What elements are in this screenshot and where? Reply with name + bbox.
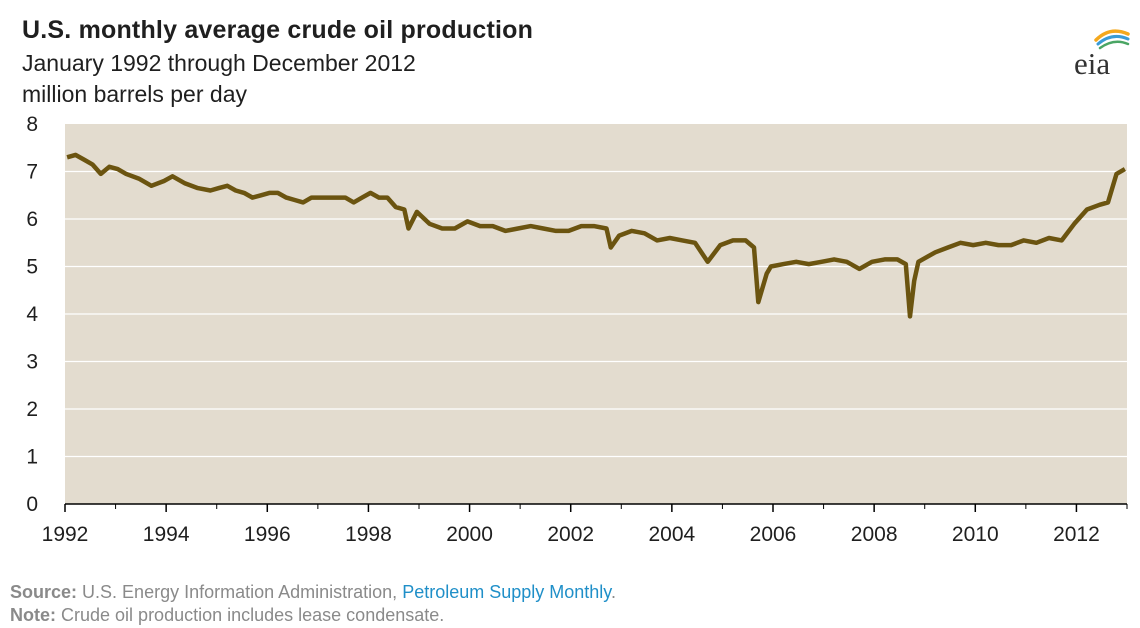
eia-logo-text: eia: [1074, 46, 1110, 80]
y-tick-label: 2: [26, 398, 38, 421]
y-tick-label: 8: [26, 113, 38, 136]
eia-logo: eia: [1066, 24, 1130, 81]
x-tick-label: 2000: [446, 523, 493, 546]
y-tick-label: 7: [26, 161, 38, 184]
x-tick-label: 2004: [648, 523, 695, 546]
x-tick-label: 2006: [750, 523, 797, 546]
chart-subtitle: January 1992 through December 2012: [22, 50, 416, 76]
source-link[interactable]: Petroleum Supply Monthly: [402, 582, 611, 602]
eia-swoosh-orange: [1094, 29, 1130, 42]
eia-swoosh-green: [1098, 40, 1130, 50]
y-tick-label: 4: [26, 303, 38, 326]
x-tick-label: 1998: [345, 523, 392, 546]
y-tick-label: 0: [26, 493, 38, 516]
note: Note: Crude oil production includes leas…: [10, 605, 444, 626]
chart-title: U.S. monthly average crude oil productio…: [22, 16, 534, 44]
source-end: .: [610, 582, 616, 602]
production-line: [66, 152, 1127, 319]
eia-logo-graphic: eia: [1074, 29, 1130, 81]
x-tick-label: 1992: [42, 523, 89, 546]
source-note: Source: U.S. Energy Information Administ…: [10, 582, 616, 603]
y-tick-label: 6: [26, 208, 38, 231]
x-tick-label: 2008: [851, 523, 898, 546]
source-text: U.S. Energy Information Administration,: [82, 582, 398, 602]
y-axis: 0 1 2 3 4 5 6 7 8: [26, 113, 38, 516]
chart-area: 0 1 2 3 4 5 6 7 8 1992 1994 1996 1998 2000 2002 2004 20…: [26, 113, 1128, 546]
note-label: Note:: [10, 605, 56, 625]
y-tick-label: 1: [26, 446, 38, 469]
x-tick-label: 2002: [547, 523, 594, 546]
grid-lines: [65, 170, 1127, 458]
chart-units: million barrels per day: [22, 81, 247, 107]
x-tick-label: 1994: [143, 523, 190, 546]
y-tick-label: 3: [26, 351, 38, 374]
source-label: Source:: [10, 582, 78, 602]
x-tick-label: 2010: [952, 523, 999, 546]
x-tick-label: 2012: [1053, 523, 1100, 546]
x-tick-label: 1996: [244, 523, 291, 546]
eia-swoosh-blue: [1096, 34, 1130, 46]
x-axis: 1992 1994 1996 1998 2000 2002 2004 2006 2008 2010…: [42, 503, 1128, 546]
y-tick-label: 5: [26, 256, 38, 279]
note-text: Crude oil production includes lease cond…: [61, 605, 445, 625]
